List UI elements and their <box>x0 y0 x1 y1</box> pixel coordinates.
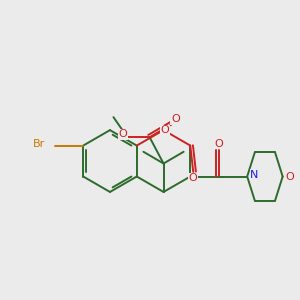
Text: N: N <box>250 170 259 180</box>
Text: O: O <box>171 114 180 124</box>
Text: Br: Br <box>33 139 45 149</box>
Text: O: O <box>285 172 294 182</box>
Text: O: O <box>160 125 169 135</box>
Text: O: O <box>118 129 127 139</box>
Text: O: O <box>189 173 198 183</box>
Text: O: O <box>214 139 223 149</box>
